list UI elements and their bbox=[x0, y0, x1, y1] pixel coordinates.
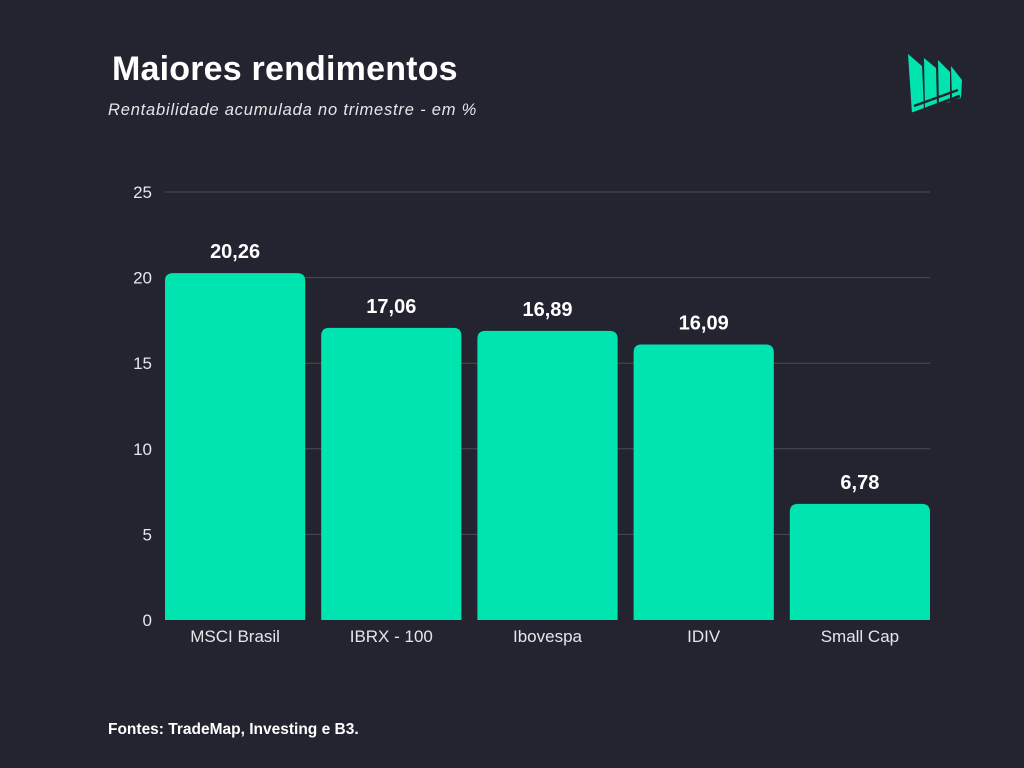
data-label: 16,09 bbox=[679, 313, 729, 335]
x-tick-label: MSCI Brasil bbox=[190, 627, 280, 646]
data-label: 6,78 bbox=[840, 472, 879, 494]
y-tick-label: 5 bbox=[143, 525, 152, 544]
sources-footer: Fontes: TradeMap, Investing e B3. bbox=[108, 721, 359, 738]
y-tick-label: 20 bbox=[133, 269, 152, 288]
bar bbox=[477, 330, 618, 620]
x-tick-label: IDIV bbox=[687, 627, 721, 646]
data-label: 17,06 bbox=[366, 296, 416, 318]
y-tick-label: 15 bbox=[133, 354, 152, 373]
x-tick-label: IBRX - 100 bbox=[350, 627, 433, 646]
bar bbox=[633, 344, 774, 620]
bar bbox=[789, 503, 930, 620]
x-tick-label: Ibovespa bbox=[513, 627, 583, 646]
y-tick-label: 0 bbox=[143, 611, 152, 630]
data-label: 20,26 bbox=[210, 241, 260, 263]
chart-subtitle: Rentabilidade acumulada no trimestre - e… bbox=[108, 101, 478, 119]
y-tick-label: 25 bbox=[133, 183, 152, 202]
y-tick-label: 10 bbox=[133, 440, 152, 459]
data-label: 16,89 bbox=[522, 299, 572, 321]
bar bbox=[321, 327, 462, 620]
bar bbox=[165, 273, 306, 620]
x-tick-label: Small Cap bbox=[821, 627, 899, 646]
chart-title: Maiores rendimentos bbox=[112, 50, 458, 88]
stacked-flags-logo-icon bbox=[908, 54, 962, 116]
